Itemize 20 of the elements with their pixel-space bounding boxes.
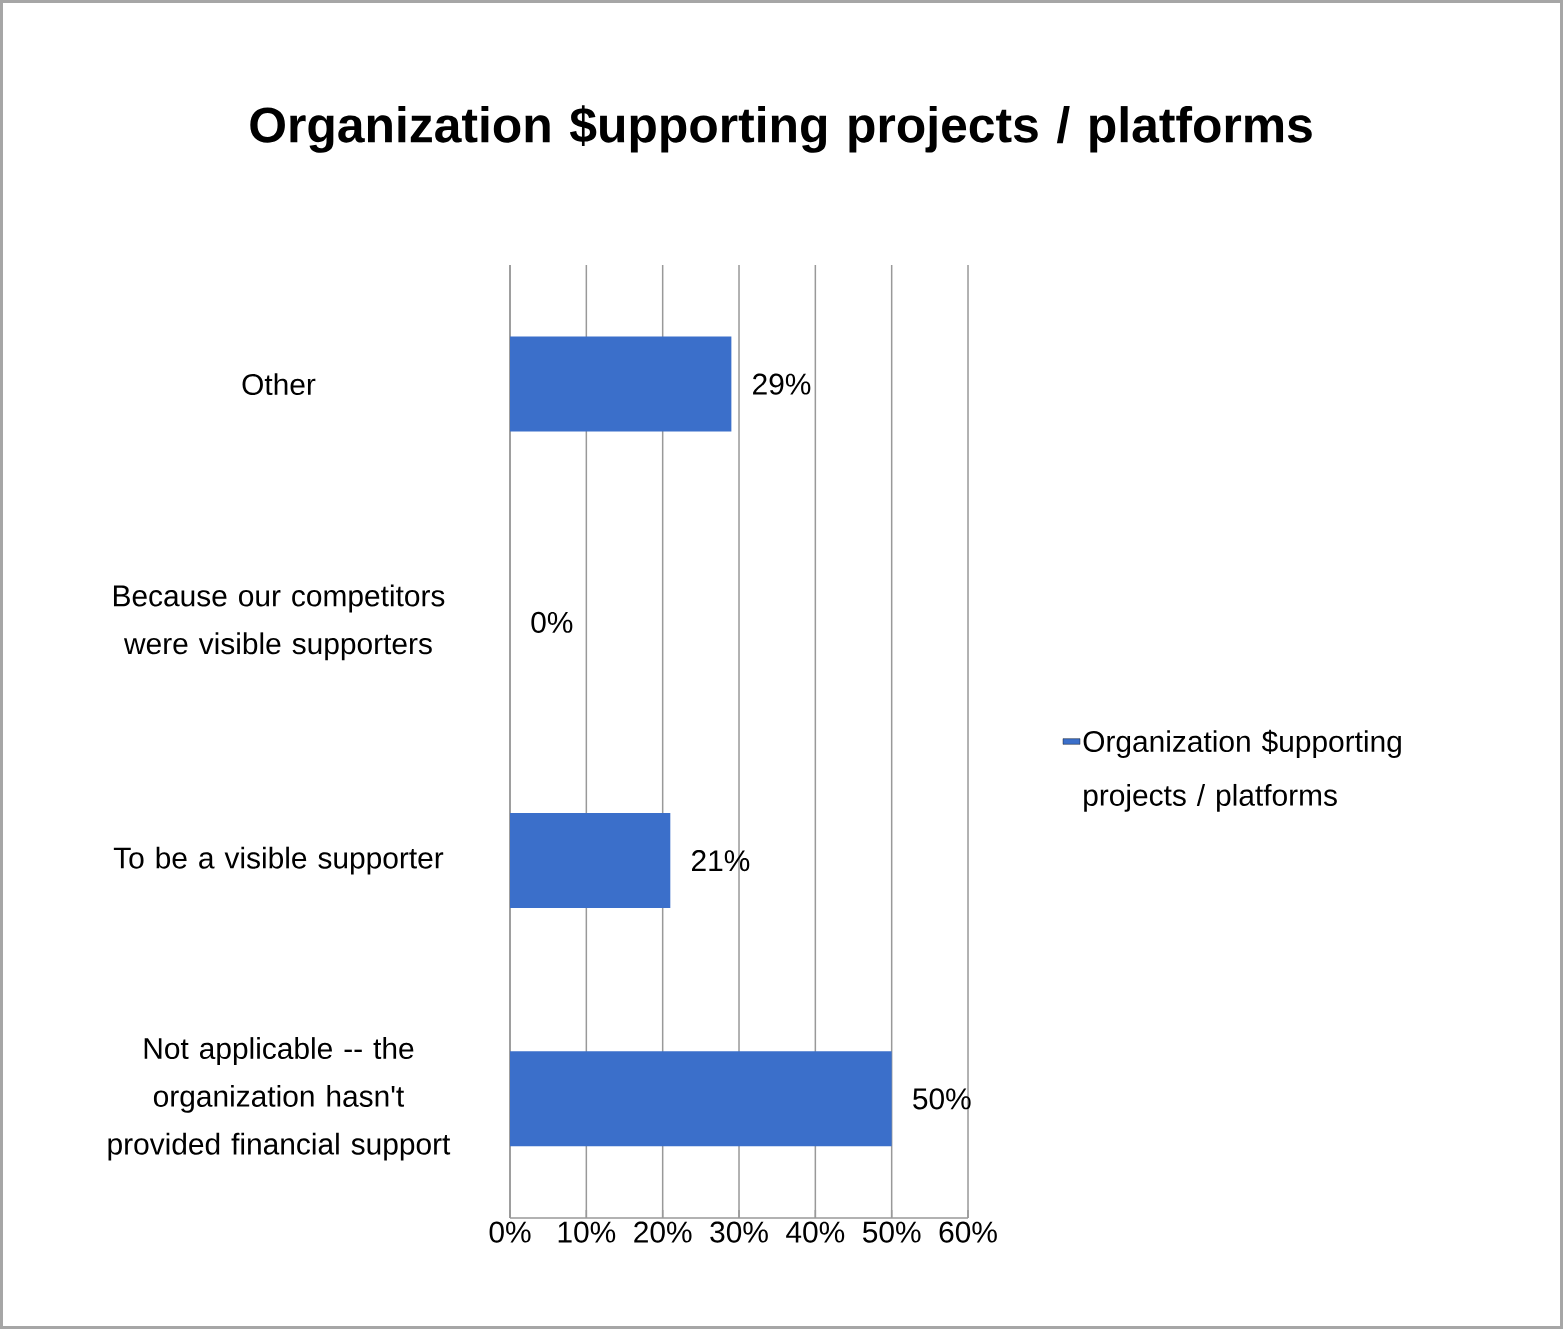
x-tick-label: 20% — [634, 1221, 692, 1243]
y-tick-label: Other — [242, 373, 316, 396]
bar — [510, 813, 671, 909]
data-label: 0% — [531, 611, 573, 633]
x-tick-label: 0% — [489, 1221, 531, 1243]
x-tick-label: 40% — [786, 1221, 845, 1243]
data-label: 21% — [692, 850, 750, 872]
x-tick-label: 10% — [558, 1221, 616, 1243]
legend-label: Organization $upporting projects / platforms — [1083, 729, 1401, 812]
x-tick-label: 50% — [862, 1221, 921, 1243]
y-tick-label: Not applicable -- the organization hasn't provided financial support — [108, 1037, 451, 1161]
bar — [510, 1051, 892, 1147]
x-tick-label: 60% — [939, 1221, 997, 1243]
chart-title: Organization $upporting projects / platforms — [250, 105, 1312, 153]
data-label: 50% — [913, 1088, 971, 1110]
y-tick-label: To be a visible supporter — [113, 846, 444, 875]
bar — [510, 336, 732, 432]
x-tick-label: 30% — [710, 1221, 768, 1243]
y-tick-label: Because our competitors were visible supporters — [113, 584, 445, 661]
data-label: 29% — [753, 373, 811, 395]
